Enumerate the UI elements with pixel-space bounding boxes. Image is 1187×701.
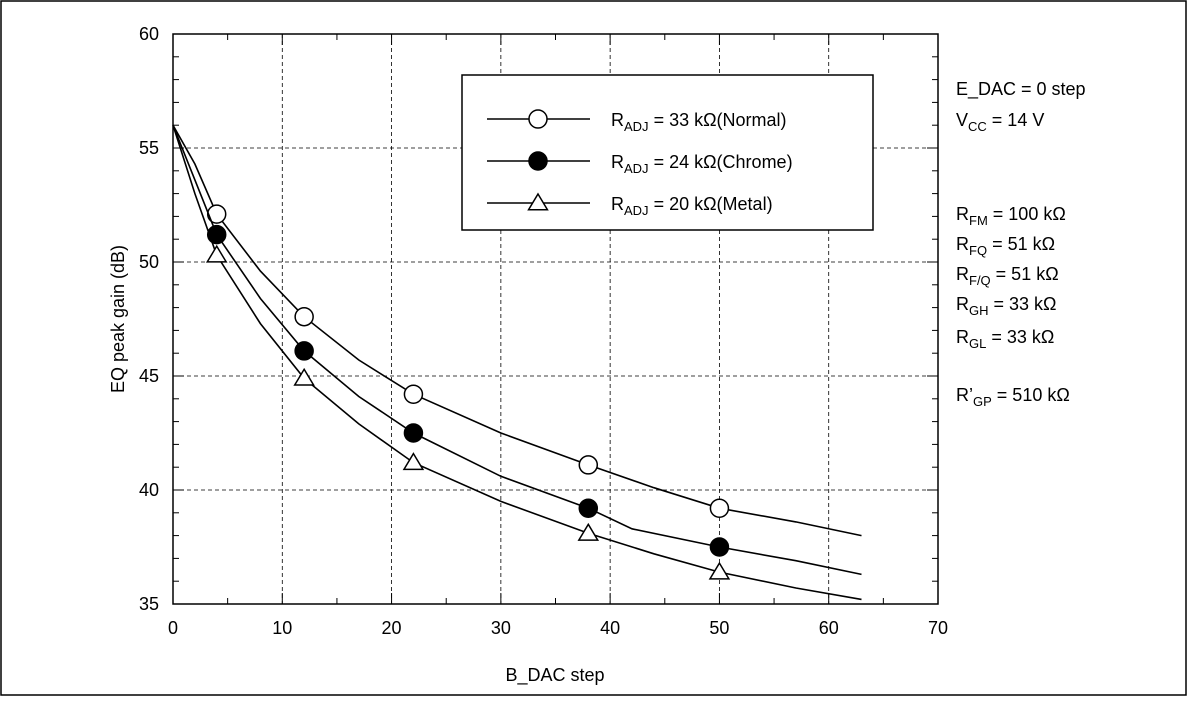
y-tick-label: 55 xyxy=(139,138,159,158)
data-point-marker xyxy=(293,367,315,386)
legend: RADJ = 33 kΩ(Normal) RADJ = 24 kΩ(Chrome)… xyxy=(461,74,874,231)
series-2 xyxy=(172,124,862,576)
annotation-line: E_DAC = 0 step xyxy=(956,79,1086,100)
series-3 xyxy=(172,124,862,601)
legend-label: RADJ = 33 kΩ(Normal) xyxy=(611,110,787,134)
data-point-marker xyxy=(294,341,314,361)
data-point-marker xyxy=(403,423,424,443)
x-tick-label: 10 xyxy=(272,618,292,638)
annotation-line: RGH = 33 kΩ xyxy=(956,294,1057,318)
data-point-marker xyxy=(403,384,424,404)
y-tick-label: 60 xyxy=(139,24,159,44)
legend-label: RADJ = 24 kΩ(Chrome) xyxy=(611,152,793,176)
x-axis-label: B_DAC step xyxy=(505,665,604,686)
legend-marker xyxy=(527,192,549,211)
x-tick-label: 20 xyxy=(382,618,402,638)
y-tick-label: 45 xyxy=(139,366,159,386)
data-point-marker xyxy=(402,452,425,471)
plot-area-border xyxy=(172,33,939,605)
y-tick-labels: 35 40 45 50 55 60 xyxy=(139,24,159,614)
data-point-marker xyxy=(577,522,600,541)
series-1 xyxy=(172,124,862,537)
x-tick-label: 0 xyxy=(168,618,178,638)
legend-label: RADJ = 20 kΩ(Metal) xyxy=(611,194,773,218)
x-tick-label: 50 xyxy=(709,618,729,638)
x-tick-label: 70 xyxy=(928,618,948,638)
data-point-marker xyxy=(709,537,730,557)
data-point-marker xyxy=(205,244,228,263)
y-axis-label: EQ peak gain (dB) xyxy=(108,245,128,393)
data-point-marker xyxy=(578,498,599,518)
data-point-marker xyxy=(708,561,731,580)
y-tick-label: 50 xyxy=(139,252,159,272)
annotation-line: RFQ = 51 kΩ xyxy=(956,234,1055,258)
y-tick-label: 35 xyxy=(139,594,159,614)
annotation-line: VCC = 14 V xyxy=(956,110,1044,134)
data-point-marker xyxy=(578,455,599,475)
annotation-line: RF/Q = 51 kΩ xyxy=(956,264,1059,288)
x-tick-label: 30 xyxy=(491,618,511,638)
x-tick-label: 60 xyxy=(819,618,839,638)
x-tick-labels: 0 10 20 30 40 50 60 70 xyxy=(168,618,948,638)
series-layer xyxy=(172,124,862,601)
conditions-annotations: E_DAC = 0 step VCC = 14 V RFM = 100 kΩ RFQ … xyxy=(956,79,1086,409)
legend-marker xyxy=(528,109,548,129)
annotation-line: RGL = 33 kΩ xyxy=(956,327,1054,351)
data-point-marker xyxy=(709,498,730,518)
legend-marker xyxy=(528,151,548,171)
legend-entry: RADJ = 24 kΩ(Chrome) xyxy=(487,151,793,176)
legend-box xyxy=(461,74,874,231)
data-point-marker xyxy=(294,306,314,327)
legend-entry: RADJ = 33 kΩ(Normal) xyxy=(487,109,787,134)
y-tick-label: 40 xyxy=(139,480,159,500)
legend-entry: RADJ = 20 kΩ(Metal) xyxy=(487,192,773,218)
annotation-line: R’GP = 510 kΩ xyxy=(956,385,1070,409)
x-tick-label: 40 xyxy=(600,618,620,638)
annotation-line: RFM = 100 kΩ xyxy=(956,204,1066,228)
data-point-marker xyxy=(206,224,227,245)
